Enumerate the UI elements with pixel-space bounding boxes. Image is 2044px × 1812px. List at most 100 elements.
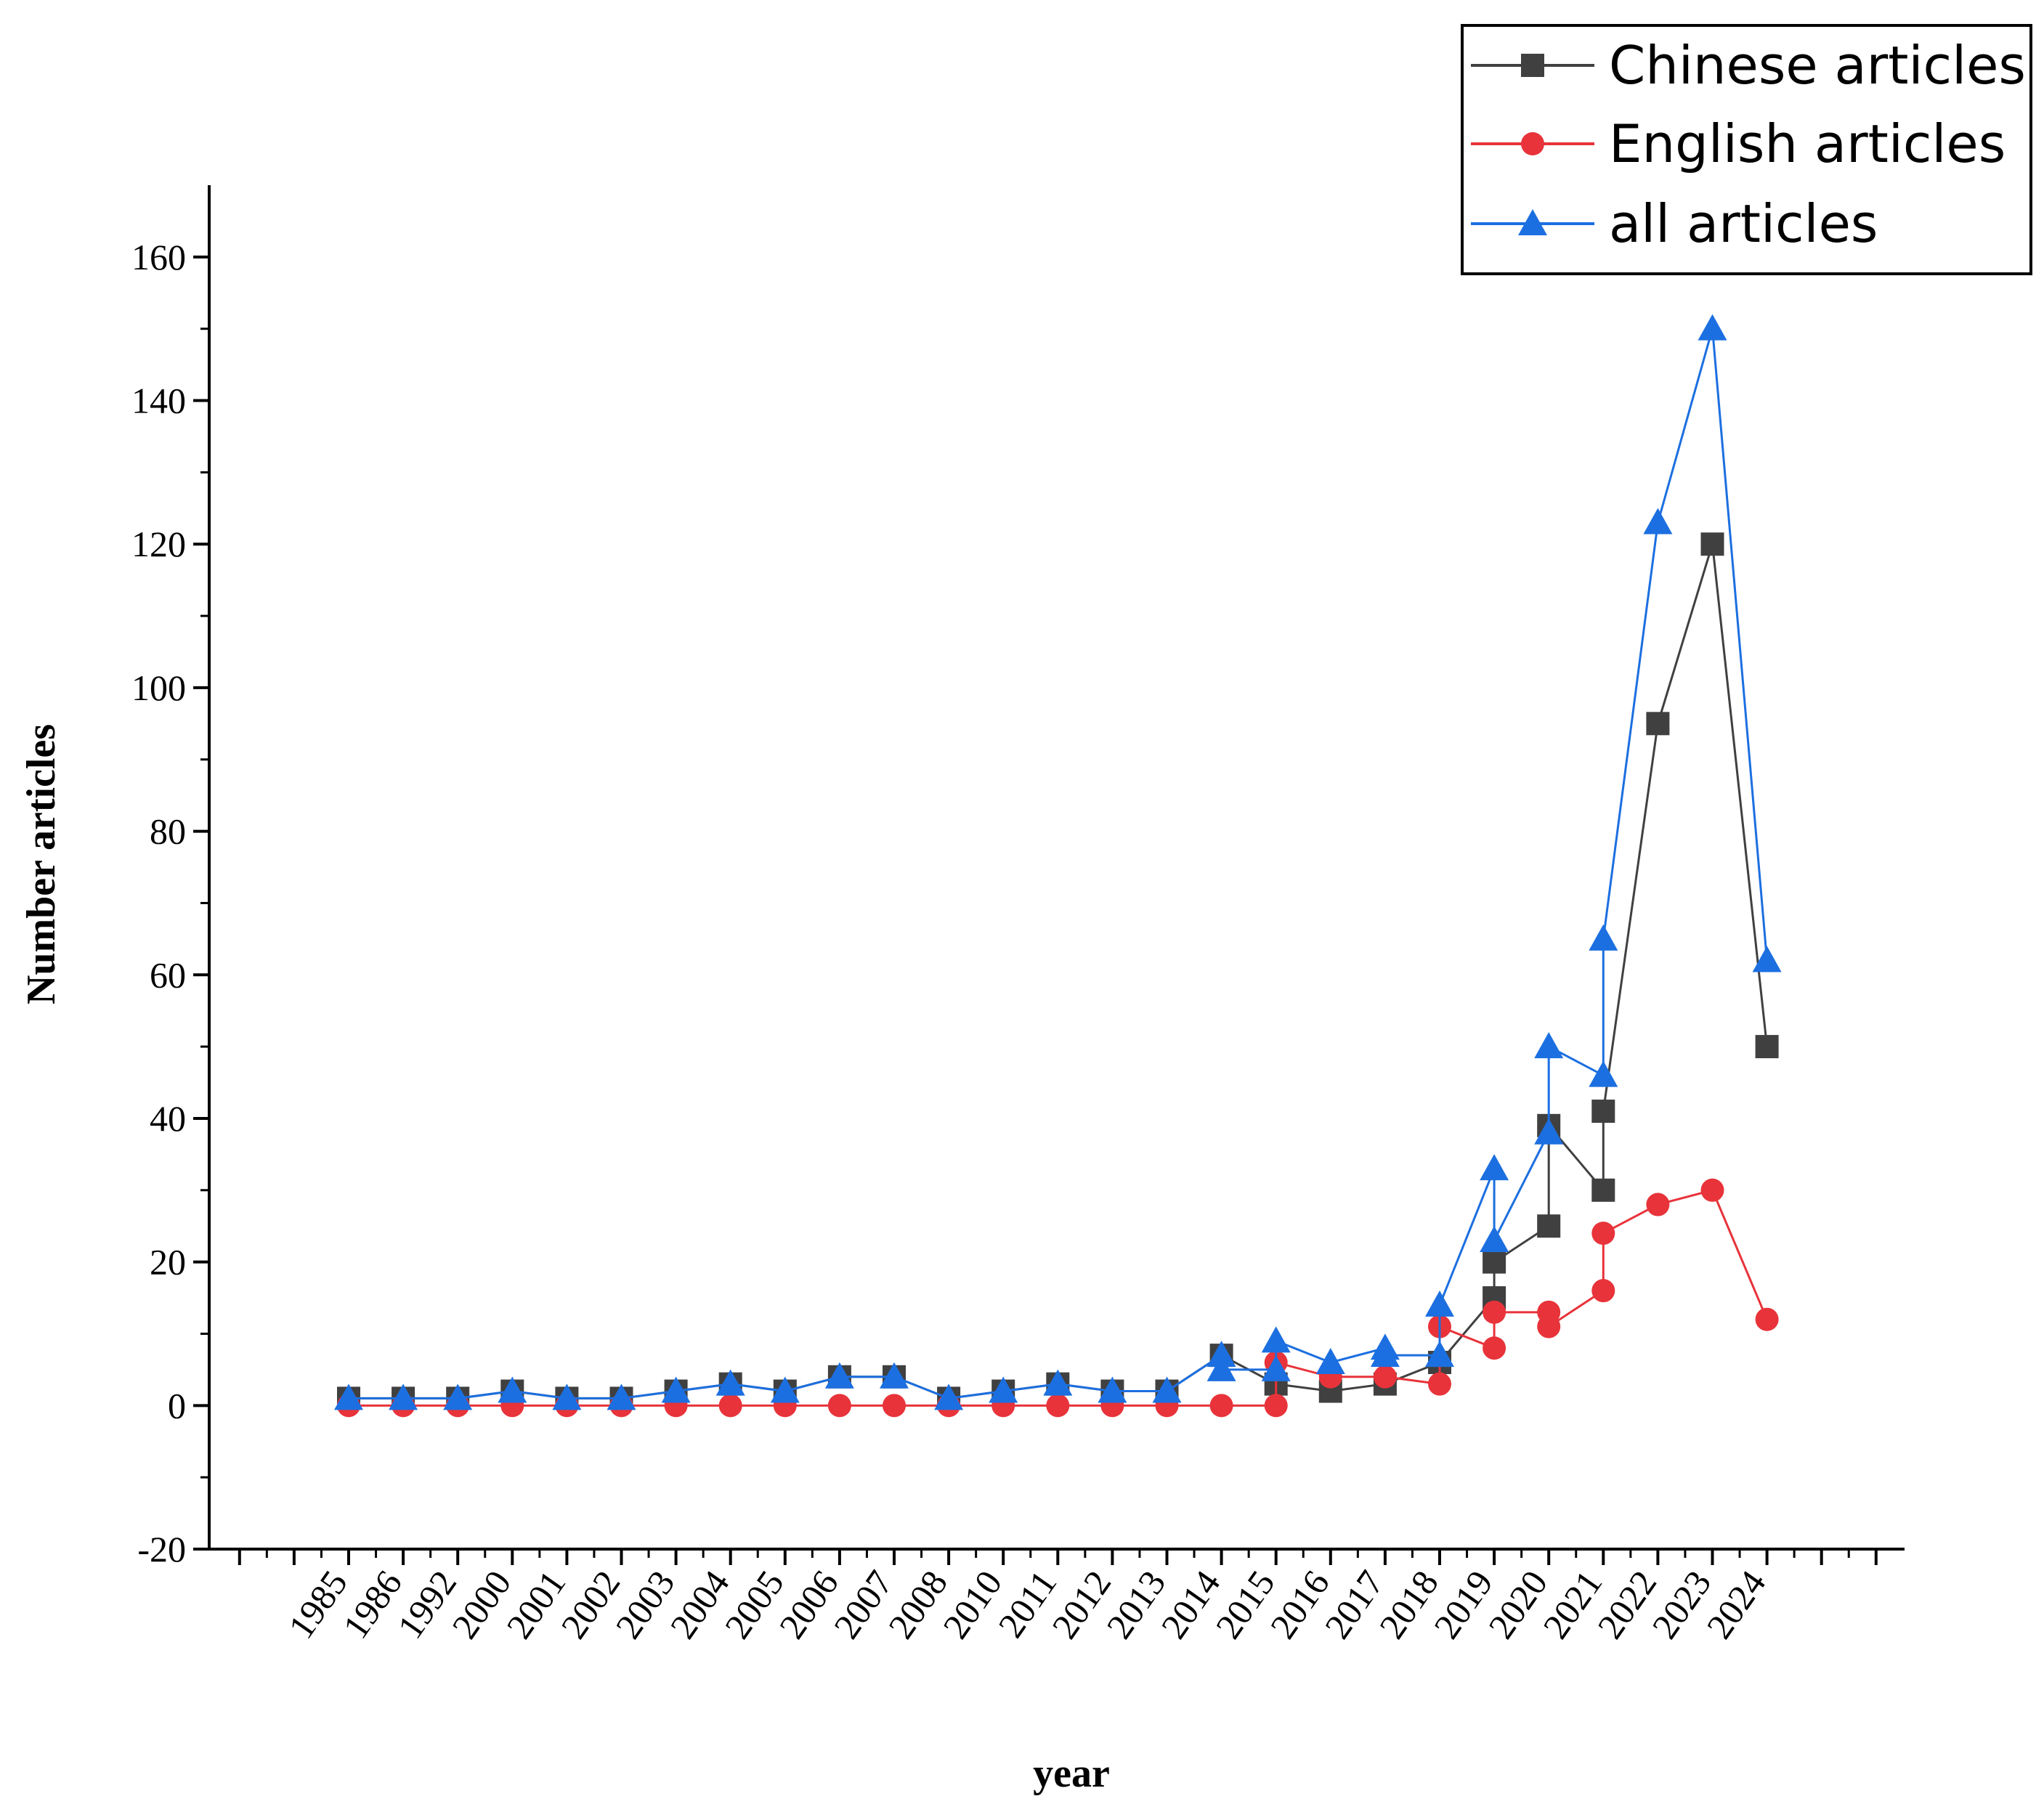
axes: -20 0 20 40 60 80 100 120 140 160 1985198619922000…	[131, 185, 1905, 1646]
data-point	[1261, 1326, 1291, 1353]
x-tick-label: 2012	[1044, 1563, 1119, 1646]
data-point	[1591, 1279, 1615, 1303]
x-tick-label: 2008	[880, 1563, 955, 1646]
x-tick-label: 2022	[1589, 1563, 1664, 1646]
y-tick-label: 60	[150, 954, 186, 995]
data-point	[1591, 1222, 1615, 1246]
data-point	[1534, 1118, 1564, 1145]
data-point	[334, 1384, 363, 1410]
data-point	[1534, 1032, 1564, 1059]
y-tick-label: 100	[131, 667, 186, 708]
x-tick-label: 2019	[1426, 1563, 1501, 1646]
data-point	[443, 1384, 473, 1410]
data-point	[1209, 1394, 1233, 1418]
data-point	[1537, 1214, 1561, 1238]
data-point	[880, 1362, 909, 1389]
data-point	[1537, 1315, 1561, 1338]
data-point	[1261, 1354, 1291, 1381]
x-tick-label: 2021	[1535, 1563, 1610, 1646]
data-point	[1700, 532, 1724, 556]
data-point	[389, 1384, 418, 1410]
legend-marker	[1518, 209, 1547, 235]
x-tick-label: 2018	[1371, 1563, 1446, 1646]
x-tick-label: 2016	[1262, 1563, 1337, 1646]
data-point	[498, 1376, 527, 1403]
x-tick-label: 2006	[771, 1563, 846, 1646]
x-tick-label: 2014	[1153, 1563, 1228, 1646]
x-tick-label: 2011	[990, 1563, 1064, 1645]
data-point	[607, 1384, 636, 1410]
data-point	[1483, 1300, 1506, 1324]
legend-label: English articles	[1609, 113, 2006, 174]
series-all-articles	[334, 314, 1782, 1410]
legend: Chinese articles English articles all arti…	[1461, 24, 2032, 275]
x-tick-label: 2000	[444, 1563, 519, 1646]
data-point	[1370, 1341, 1400, 1368]
data-point	[1206, 1341, 1236, 1368]
legend-marker	[1521, 54, 1544, 77]
x-tick-label: 2004	[662, 1563, 737, 1646]
y-tick-label: 160	[131, 237, 186, 277]
data-point	[1098, 1376, 1127, 1403]
series-chinese-articles	[337, 532, 1779, 1410]
data-point	[1483, 1250, 1506, 1274]
data-point	[1483, 1336, 1506, 1360]
data-point	[1315, 1348, 1345, 1375]
x-tick-label: 2015	[1207, 1563, 1282, 1646]
data-point	[824, 1362, 854, 1389]
data-point	[1591, 1100, 1615, 1124]
data-point	[715, 1369, 745, 1396]
series-line	[349, 328, 1769, 1399]
x-tick-label: 2023	[1644, 1563, 1719, 1646]
series-layer	[334, 314, 1782, 1418]
data-point	[1643, 508, 1673, 535]
data-point	[1480, 1225, 1509, 1252]
legend-label: all articles	[1609, 193, 1878, 254]
data-point	[1425, 1341, 1454, 1368]
data-point	[1646, 712, 1670, 736]
data-point	[1591, 1178, 1615, 1202]
x-tick-label: 2005	[717, 1563, 792, 1646]
y-axis-title: Number articles	[19, 724, 64, 1004]
x-tick-label: 2010	[935, 1563, 1010, 1646]
legend-marker	[1521, 132, 1544, 155]
data-point	[883, 1394, 906, 1418]
data-point	[1589, 924, 1618, 951]
data-point	[661, 1376, 691, 1403]
x-tick-label: 2017	[1317, 1563, 1392, 1646]
data-point	[1043, 1369, 1073, 1396]
series-line	[349, 543, 1769, 1399]
x-tick-label: 2007	[826, 1563, 901, 1646]
x-tick-label: 2013	[1098, 1563, 1173, 1646]
data-point	[1206, 1354, 1236, 1381]
x-tick-label: 2020	[1480, 1563, 1555, 1646]
data-point	[718, 1394, 742, 1418]
data-point	[552, 1384, 582, 1410]
y-tick-label: 0	[168, 1385, 186, 1426]
y-tick-label: 80	[150, 811, 186, 852]
data-point	[1428, 1372, 1451, 1396]
x-tick-label: 2001	[498, 1563, 573, 1646]
y-tick-label: 20	[150, 1242, 186, 1283]
data-point	[1752, 946, 1782, 972]
legend-item: all articles	[1471, 193, 1878, 254]
data-point	[1589, 1060, 1618, 1087]
data-point	[1373, 1365, 1397, 1389]
data-point	[1425, 1290, 1454, 1317]
legend-label: Chinese articles	[1609, 35, 2026, 96]
x-tick-label: 2002	[553, 1563, 628, 1646]
data-point	[1698, 314, 1727, 341]
y-tick-label: 140	[131, 381, 186, 421]
data-point	[934, 1384, 964, 1410]
data-point	[1480, 1154, 1509, 1181]
data-point	[989, 1376, 1018, 1403]
data-point	[1755, 1035, 1779, 1059]
x-tick-label: 1992	[389, 1563, 464, 1646]
x-tick-label: 2024	[1698, 1563, 1773, 1646]
data-point	[1046, 1394, 1070, 1418]
data-point	[770, 1376, 800, 1403]
y-tick-label: -20	[137, 1529, 186, 1569]
y-tick-label: 40	[150, 1098, 186, 1139]
data-point	[1755, 1307, 1779, 1331]
